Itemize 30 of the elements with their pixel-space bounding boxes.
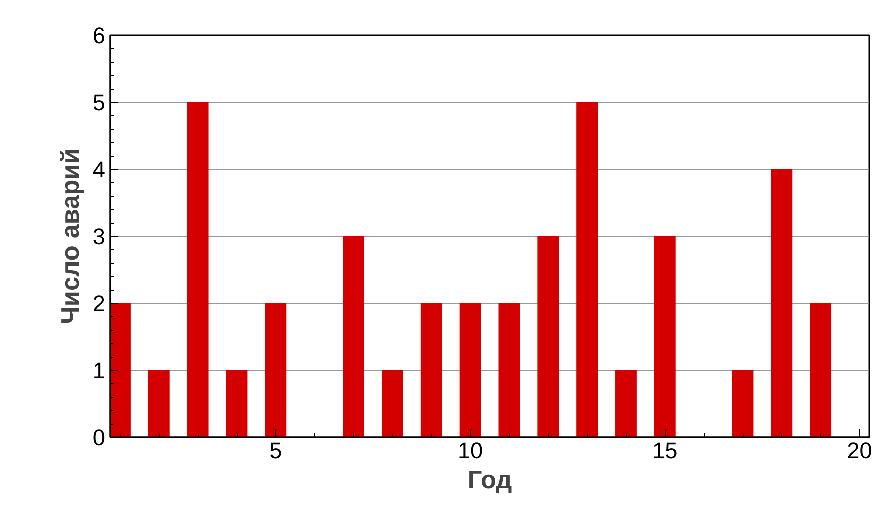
bar (382, 370, 404, 438)
y-tick-label: 4 (92, 156, 106, 182)
x-tick-label: 5 (270, 438, 282, 464)
y-tick-label: 6 (92, 22, 106, 48)
bar (343, 236, 364, 438)
bar (148, 370, 170, 438)
bar (498, 304, 520, 438)
bar (576, 102, 598, 438)
bar (654, 236, 676, 438)
bar (110, 304, 131, 438)
bar (420, 304, 442, 438)
x-axis-title: Год (468, 466, 512, 494)
bar (226, 370, 248, 438)
x-tick-label: 15 (652, 438, 678, 464)
bar (732, 370, 754, 438)
bar (538, 236, 560, 438)
x-tick-label: 20 (847, 438, 872, 464)
bar (771, 170, 793, 438)
y-tick-label: 3 (92, 224, 106, 250)
y-tick-label: 1 (92, 358, 106, 384)
bar (616, 370, 637, 438)
y-tick-label: 0 (92, 424, 106, 450)
y-tick-label: 2 (92, 290, 106, 316)
bar (460, 304, 482, 438)
y-axis-title: Число аварий (56, 148, 85, 324)
bar (187, 102, 209, 438)
bar (810, 304, 832, 438)
x-tick-label: 10 (458, 438, 484, 464)
y-tick-label: 5 (92, 90, 106, 116)
bar (265, 304, 287, 438)
